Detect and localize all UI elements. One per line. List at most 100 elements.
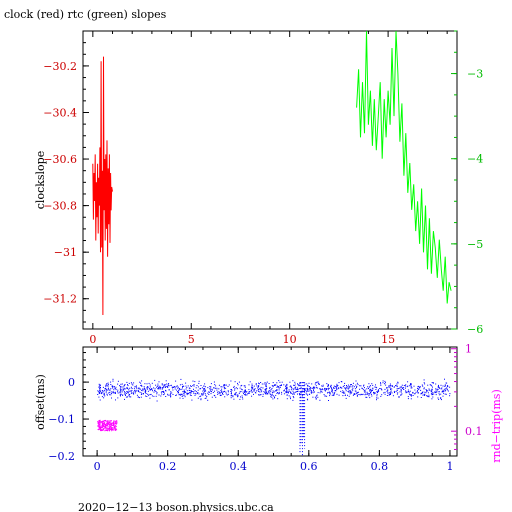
offset-point (169, 394, 171, 396)
offset-point (391, 392, 393, 394)
rndtrip-point (110, 426, 112, 427)
offset-point (290, 386, 292, 388)
offset-point (396, 383, 398, 385)
offset-point (331, 388, 333, 390)
offset-point (230, 390, 232, 392)
offset-point (266, 387, 268, 389)
offset-point (135, 389, 137, 391)
offset-point (419, 387, 421, 389)
offset-point (214, 395, 216, 397)
offset-point (100, 390, 102, 392)
offset-point (318, 382, 320, 384)
offset-point (210, 383, 212, 385)
offset-point (287, 392, 289, 394)
offset-point (147, 386, 149, 388)
offset-point (204, 393, 206, 395)
offset-point (149, 386, 151, 388)
offset-point (113, 392, 115, 394)
offset-point (373, 393, 375, 395)
offset-point (398, 396, 400, 398)
offset-point (227, 391, 229, 393)
offset-point (249, 391, 251, 393)
y-tick-right-label: −3 (467, 68, 483, 81)
offset-point (409, 394, 411, 396)
offset-point (143, 386, 145, 388)
offset-point (122, 394, 124, 396)
offset-point (290, 398, 291, 400)
offset-point (218, 393, 220, 395)
offset-point (270, 394, 272, 396)
offset-point (390, 387, 392, 389)
offset-point (351, 391, 353, 393)
offset-point (356, 394, 358, 396)
offset-point (410, 398, 412, 400)
offset-point (200, 385, 202, 386)
offset-point (197, 386, 199, 388)
offset-point (148, 382, 150, 384)
offset-point (163, 384, 165, 386)
offset-point (298, 384, 300, 386)
offset-point (328, 387, 330, 389)
offset-point (239, 387, 241, 389)
offset-point (309, 387, 311, 389)
offset-point (190, 392, 192, 394)
offset-point (347, 388, 349, 390)
offset-point (276, 389, 278, 390)
offset-point (130, 390, 132, 392)
rndtrip-point (104, 427, 106, 429)
offset-point (165, 385, 167, 387)
offset-point (214, 390, 215, 392)
offset-point (127, 391, 129, 393)
rndtrip-point (112, 423, 114, 425)
offset-point (386, 390, 388, 392)
rndtrip-point (113, 422, 115, 424)
offset-point (441, 387, 443, 389)
offset-point (159, 387, 161, 389)
offset-point (184, 391, 185, 393)
offset-point (327, 387, 329, 389)
offset-point (175, 395, 177, 396)
offset-point (144, 389, 146, 391)
offset-point (355, 384, 357, 386)
offset-point (189, 387, 191, 389)
rndtrip-point (100, 422, 102, 424)
offset-point (258, 386, 260, 387)
x-tick-label: 10 (283, 333, 297, 346)
offset-point (147, 393, 149, 395)
offset-point (120, 389, 122, 391)
offset-point (431, 392, 433, 394)
rndtrip-point (112, 427, 114, 428)
offset-point (265, 385, 267, 387)
rndtrip-point (111, 430, 113, 432)
offset-point (275, 394, 277, 396)
rndtrip-point (110, 427, 112, 429)
rndtrip-point (99, 423, 101, 425)
offset-point (324, 387, 326, 389)
offset-point (300, 386, 302, 388)
offset-point (301, 391, 303, 393)
rndtrip-point (105, 423, 107, 425)
offset-point (352, 387, 354, 389)
offset-point (201, 393, 202, 395)
offset-point (290, 385, 292, 387)
offset-point (435, 388, 437, 390)
offset-point (418, 385, 419, 387)
offset-point (313, 386, 314, 388)
offset-point (431, 389, 433, 391)
offset-point (356, 395, 358, 397)
offset-point (294, 386, 296, 388)
offset-point (286, 398, 288, 400)
rndtrip-point (106, 422, 108, 424)
offset-point (200, 388, 202, 390)
rndtrip-point (105, 420, 107, 422)
offset-point (278, 387, 280, 389)
offset-point (228, 384, 230, 386)
offset-point (286, 390, 288, 392)
offset-point (182, 393, 184, 395)
offset-point (345, 387, 346, 389)
offset-point (158, 386, 160, 388)
offset-point (231, 394, 233, 396)
offset-point (275, 390, 277, 392)
offset-point (254, 388, 256, 390)
offset-point (424, 383, 426, 385)
